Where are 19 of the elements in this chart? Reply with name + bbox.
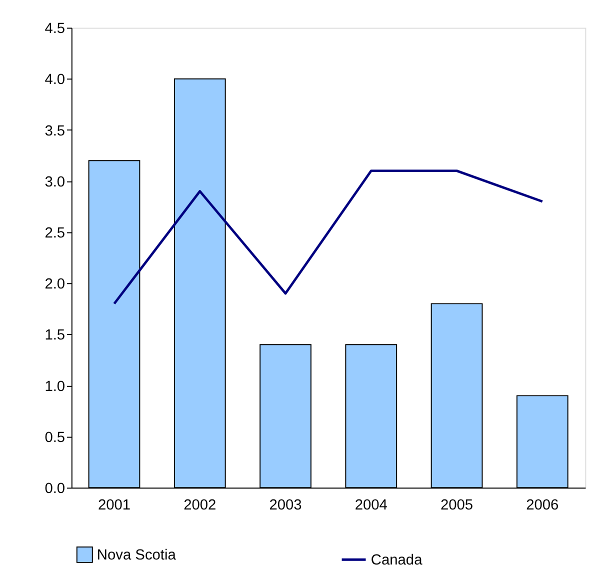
legend-label: Nova Scotia [96,548,177,564]
legend-label: Canada [370,552,424,568]
y-tick-label: 4.0 [44,72,66,88]
y-tick-label: 1.5 [44,328,66,344]
x-tick-label: 2001 [98,498,131,514]
x-tick-label: 2003 [269,498,302,514]
line-series [113,170,544,305]
y-tick-label: 0.5 [44,430,66,446]
x-tick-label: 2004 [354,498,388,514]
x-tick-label: 2006 [526,498,559,514]
y-tick-label: 3.5 [44,123,66,140]
y-tick-label: 2.5 [44,226,66,242]
y-tick-label: 3.0 [44,174,66,190]
x-tick-label: 2002 [184,498,216,514]
y-tick-label: 2.0 [44,276,66,293]
y-tick-label: 4.5 [44,21,66,38]
y-tick-label: 0.0 [44,481,66,498]
y-tick-label: 1.0 [44,378,66,395]
x-tick-label: 2005 [440,498,474,514]
